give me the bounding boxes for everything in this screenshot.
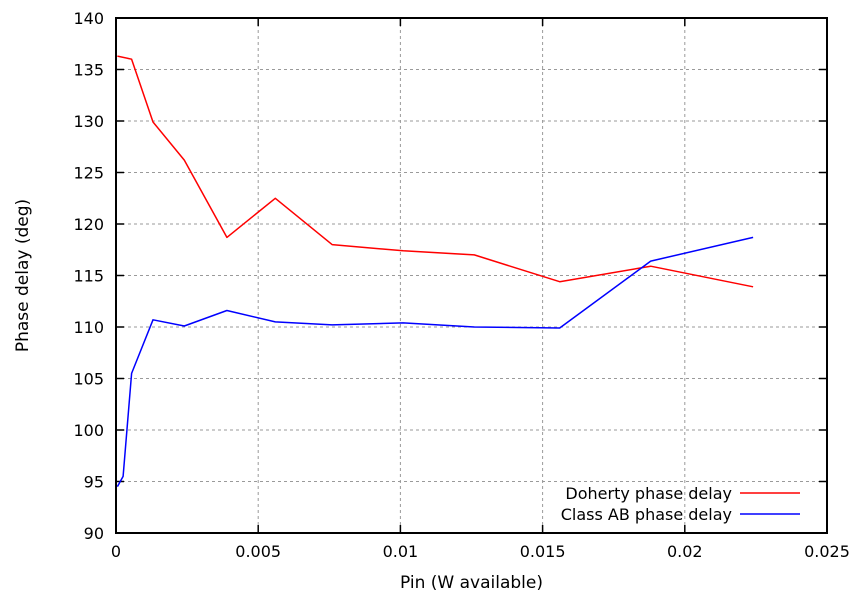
y-tick-label: 100 [73,421,104,440]
y-tick-label: 90 [84,524,104,543]
y-tick-label: 115 [73,267,104,286]
x-tick-label: 0.005 [235,542,281,561]
x-axis-title: Pin (W available) [400,573,543,593]
y-tick-label: 135 [73,61,104,80]
y-tick-label: 125 [73,164,104,183]
legend-label-doherty-phase-delay: Doherty phase delay [565,484,732,503]
y-tick-label: 140 [73,9,104,28]
legend: Doherty phase delay Class AB phase delay [561,484,800,524]
x-tick-label: 0.02 [667,542,703,561]
y-tick-label: 110 [73,318,104,337]
doherty-phase-delay-line [117,55,754,288]
x-tick-labels: 0 0.005 0.01 0.015 0.02 0.025 [111,542,850,561]
grid-lines [116,18,827,533]
plot-frame [115,17,828,534]
y-tick-label: 130 [73,112,104,131]
x-tick-label: 0 [111,542,121,561]
y-axis-title: Phase delay (deg) [13,199,33,352]
legend-label-class-ab-phase-delay: Class AB phase delay [561,505,732,524]
series-lines [116,55,754,487]
y-tick-labels: 90 95 100 105 110 115 120 125 130 135 140 [73,9,104,543]
y-tick-label: 95 [84,473,104,492]
x-tick-label: 0.025 [804,542,850,561]
class-ab-phase-delay-line [116,236,754,487]
x-tick-label: 0.01 [383,542,419,561]
x-tick-label: 0.015 [520,542,566,561]
y-tick-label: 105 [73,370,104,389]
y-tick-label: 120 [73,215,104,234]
